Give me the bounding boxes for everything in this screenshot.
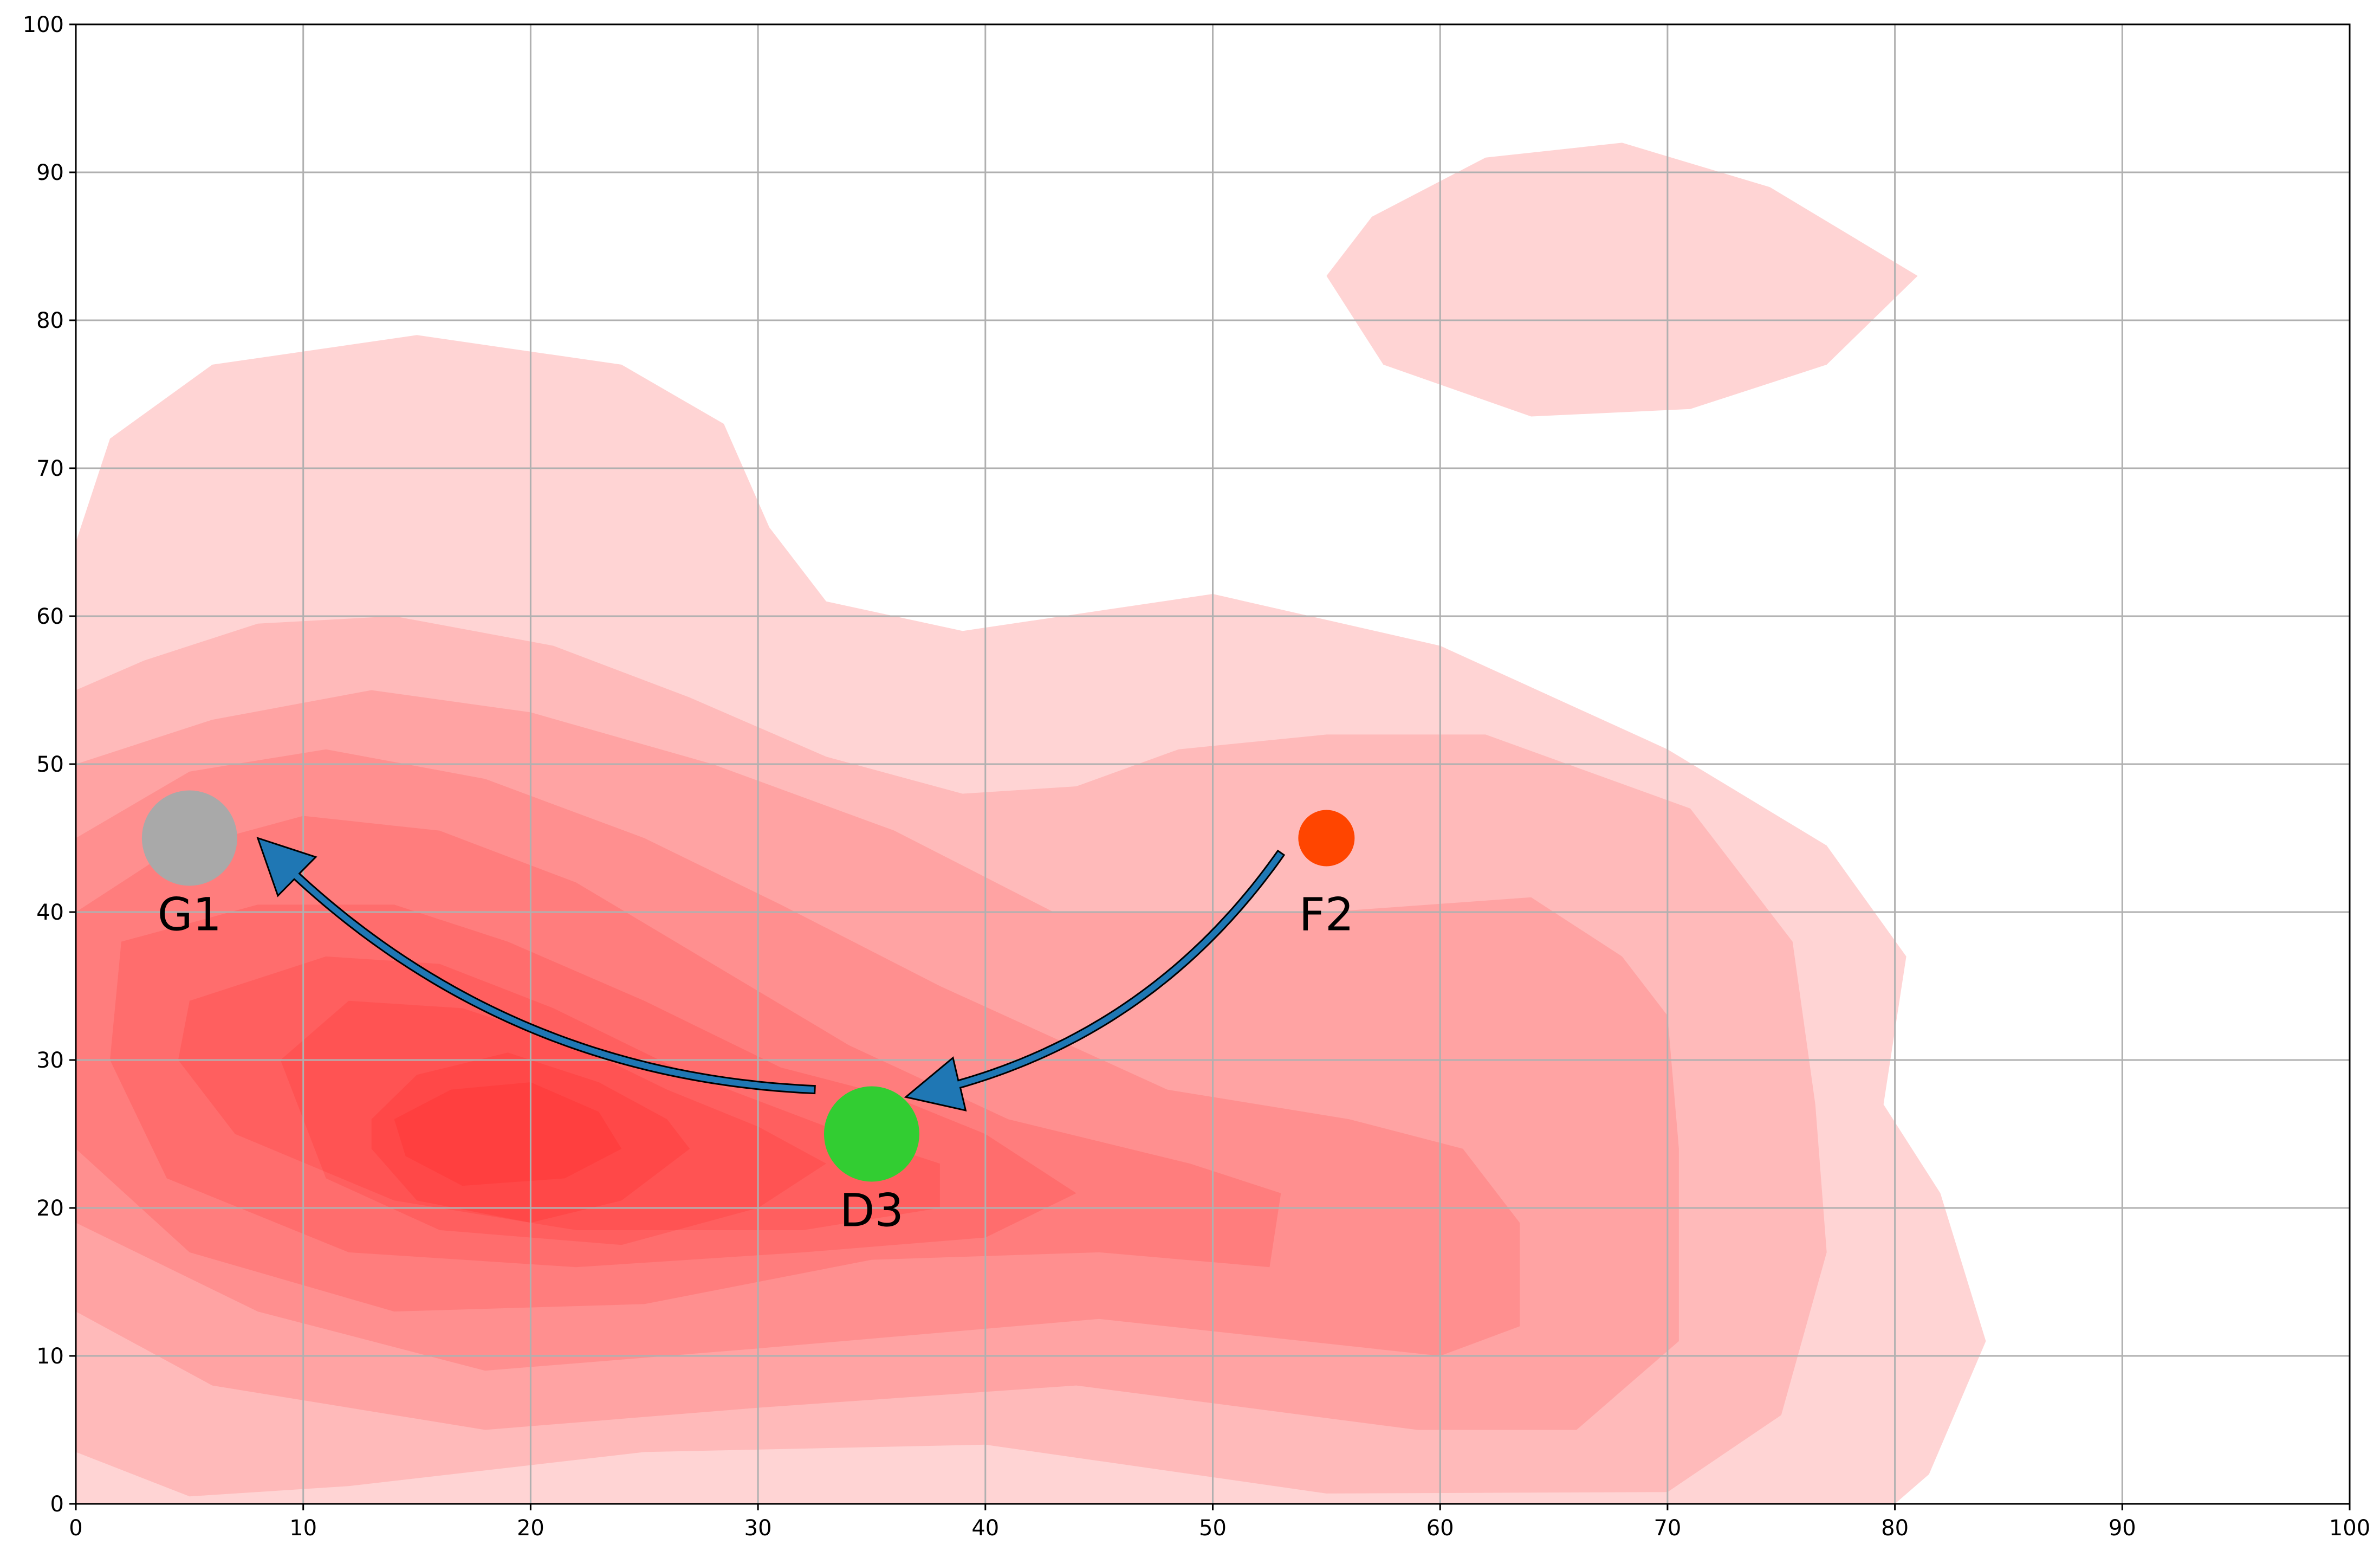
density-contour-1 [76, 335, 1986, 1504]
arrows [256, 837, 1286, 1111]
density-contour-11 [394, 1082, 622, 1186]
x-tick-label: 30 [744, 1516, 772, 1541]
x-tick-label: 90 [2109, 1516, 2136, 1541]
point-f2 [1298, 810, 1355, 867]
x-tick-label: 50 [1199, 1516, 1227, 1541]
points: G1 F2 D3 [141, 790, 1355, 1237]
y-tick-label: 10 [36, 1344, 64, 1369]
point-label-g1: G1 [158, 888, 222, 941]
x-tick-label: 40 [971, 1516, 999, 1541]
density-contour-8 [178, 956, 940, 1230]
y-tick-label: 40 [36, 900, 64, 925]
y-tick-label: 70 [36, 456, 64, 481]
x-tick-label: 70 [1653, 1516, 1681, 1541]
x-tick-label: 100 [2329, 1516, 2370, 1541]
arrow-2 [904, 849, 1286, 1111]
y-tick-label: 50 [36, 752, 64, 777]
arrow-1 [256, 837, 816, 1095]
density-contours [76, 143, 1986, 1504]
x-tick-label: 20 [517, 1516, 544, 1541]
y-tick-label: 20 [36, 1196, 64, 1221]
y-tick-label: 0 [50, 1492, 64, 1517]
x-tick-label: 80 [1881, 1516, 1909, 1541]
y-tick-label: 80 [36, 308, 64, 333]
point-label-d3: D3 [840, 1184, 904, 1237]
point-d3 [823, 1086, 919, 1182]
y-tick-label: 100 [23, 12, 64, 37]
density-contour-2 [1326, 143, 1918, 417]
axes: 0 10 20 30 40 50 60 70 80 90 100 0 10 20 30 40 50 60 70 80 9… [23, 12, 2371, 1541]
density-contour-7 [110, 904, 1076, 1268]
y-tick-label: 30 [36, 1048, 64, 1073]
density-contour-3 [76, 616, 1827, 1497]
y-tick-label: 90 [36, 160, 64, 185]
x-tick-label: 10 [289, 1516, 317, 1541]
y-tick-label: 60 [36, 604, 64, 629]
point-label-f2: F2 [1299, 888, 1354, 941]
x-tick-label: 60 [1426, 1516, 1454, 1541]
x-tick-label: 0 [69, 1516, 82, 1541]
point-g1 [141, 790, 237, 886]
density-contour-9 [280, 1000, 826, 1245]
